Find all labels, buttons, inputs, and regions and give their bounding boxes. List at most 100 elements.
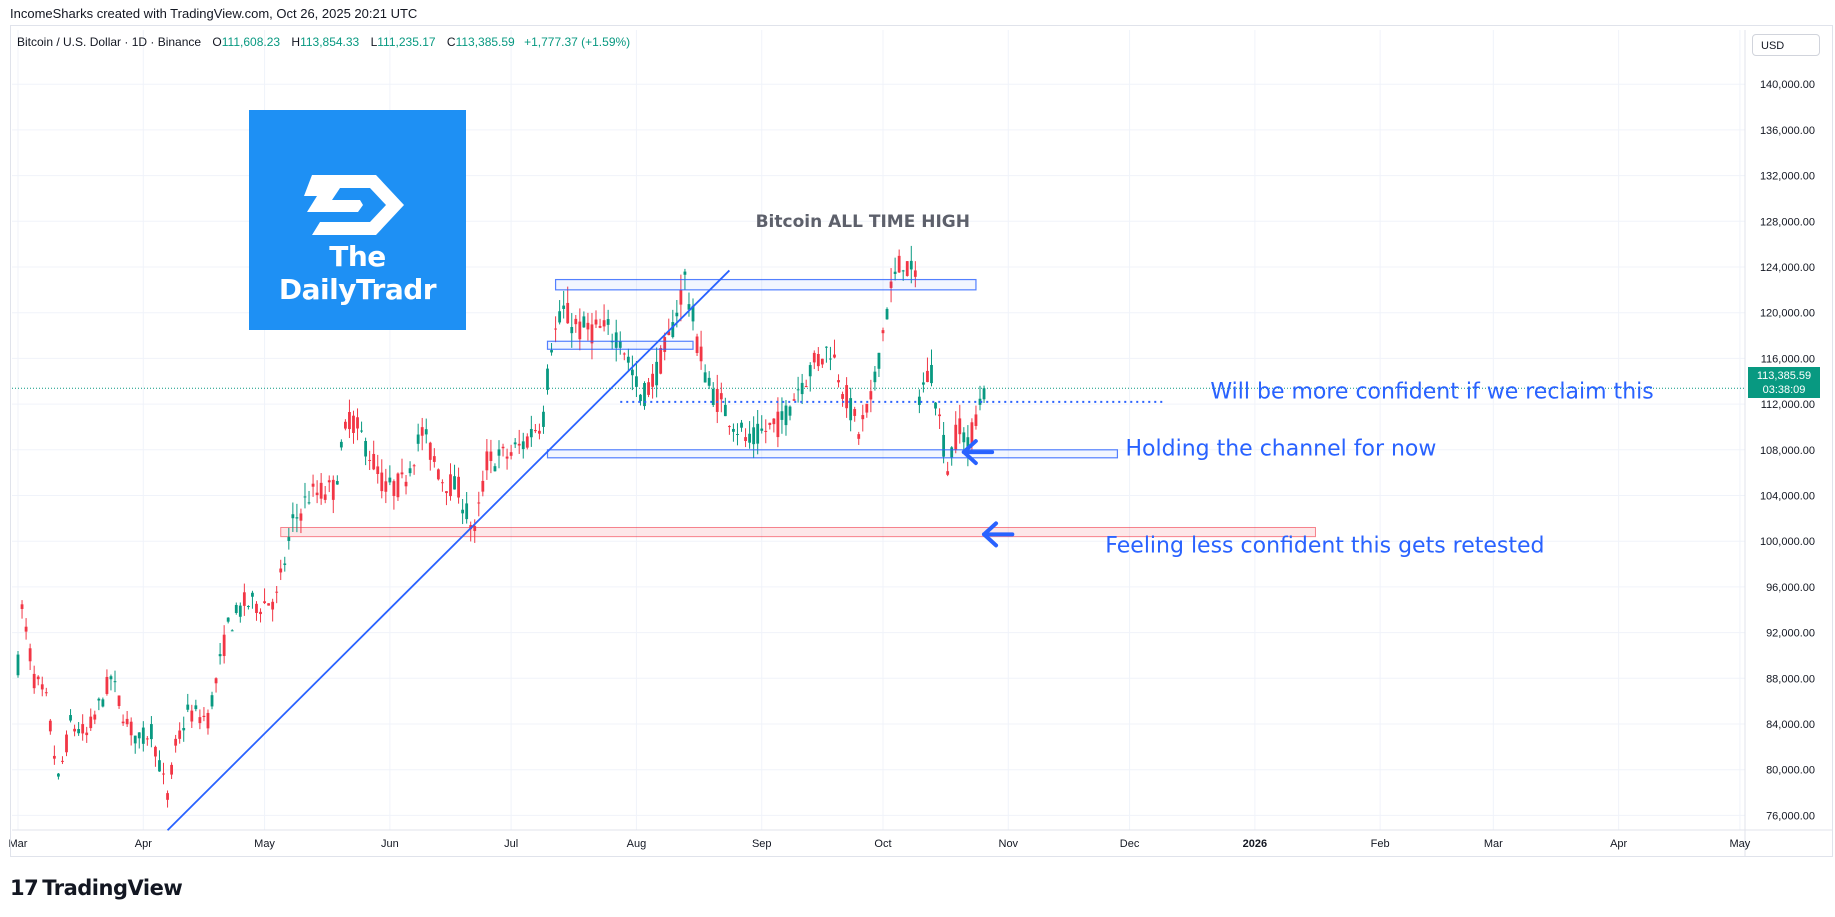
candle-body [950,447,954,458]
candle-body [218,654,222,657]
candle-body [663,337,667,352]
x-tick-label: Jul [504,838,518,850]
candle-body [441,482,444,484]
candle-body [901,270,905,272]
candle-body [885,308,889,320]
candle-body [283,563,287,565]
candle-body [428,442,432,460]
close-label: C [446,35,456,49]
candle-body [667,331,671,336]
candle-body [974,414,978,426]
candle-body [796,389,800,391]
currency-button[interactable]: USD [1752,34,1820,56]
candle-body [154,746,157,757]
candle-body [356,417,359,429]
candle-body [655,361,659,386]
candle-body [877,352,881,369]
candle-body [889,281,893,288]
candle-body [982,388,986,400]
candle-body [178,730,182,739]
candle-body [529,428,533,438]
y-tick-label: 76,000.00 [1766,810,1815,822]
candle-body [384,481,388,492]
candle-body [449,474,452,497]
candle-body [562,305,566,309]
candle-body [505,456,509,459]
candle-body [594,319,598,325]
support-zone [280,526,1316,538]
candle-body [344,421,347,429]
candle-body [295,517,299,519]
candle-body [776,411,780,438]
channel-box [546,449,1119,459]
candle-body [748,433,752,443]
candle-body [715,388,719,412]
y-tick-label: 132,000.00 [1760,171,1815,183]
candle-body [833,354,836,358]
candle-body [400,472,404,475]
candle-body [44,692,48,694]
candle-body [695,336,699,354]
candle-body [242,592,246,606]
x-tick-label: Feb [1371,838,1390,850]
annotation-text: Will be more confident if we reclaim thi… [1210,379,1653,404]
candle-body [651,373,654,387]
candle-body [198,717,202,724]
candle-body [372,453,376,470]
candle-body [61,760,64,762]
candle-body [533,430,537,432]
candle-body [388,477,392,483]
x-tick-label: Apr [1610,838,1627,850]
x-tick-label: Oct [874,838,891,850]
candle-body [970,422,974,446]
tradingview-brand-text: TradingView [42,876,183,900]
candle-body [234,604,238,613]
candle-body [736,433,739,435]
candle-body [546,368,549,390]
candle-body [586,322,590,330]
candle-body [93,714,97,720]
candle-body [740,422,743,428]
candle-body [145,738,149,740]
y-tick-label: 104,000.00 [1760,491,1815,503]
candle-body [327,480,331,483]
candle-body [477,502,481,504]
candle-body [287,537,291,541]
tradingview-brand[interactable]: 17 TradingView [10,876,183,900]
candle-body [89,716,93,729]
candle-body [275,591,279,593]
candle-body [756,423,760,444]
x-tick-label: Jun [381,838,399,850]
candle-body [121,721,125,724]
candle-body [267,603,271,606]
candle-body [348,411,351,430]
candle-body [917,396,921,405]
candle-body [732,428,735,432]
candle-body [857,434,861,439]
open-label: O [212,35,222,49]
candle-body [303,496,307,498]
x-tick-label: May [1730,838,1751,850]
candle-body [816,353,820,367]
candle-body [909,260,913,270]
candle-body [129,721,133,736]
y-tick-label: 96,000.00 [1766,582,1815,594]
candle-body [926,370,929,383]
candle-body [279,568,283,573]
candle-body [190,710,194,722]
candle-body [230,630,234,632]
candle-body [647,382,650,395]
candle-body [28,648,32,662]
candles [16,245,986,808]
candle-body [550,350,553,353]
candle-body [335,481,339,485]
current-price-tag: 113,385.59 03:38:09 [1748,367,1820,398]
candle-body [380,472,384,492]
candle-body [307,502,311,504]
close-value: 113,385.59 [455,35,515,49]
change-value: +1,777.37 (+1.59%) [524,35,631,49]
candle-body [57,773,60,777]
candle-body [784,405,788,426]
candle-body [52,755,56,759]
candle-body [558,311,562,323]
